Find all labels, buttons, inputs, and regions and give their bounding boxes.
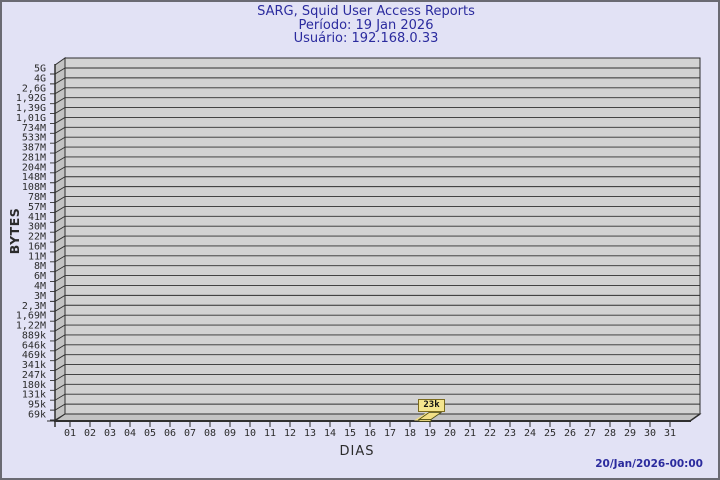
y-tick-label: 469k	[22, 350, 46, 361]
value-callout: 23k	[418, 399, 445, 412]
x-tick-label: 23	[504, 428, 516, 439]
y-tick-label: 22M	[28, 232, 46, 243]
y-axis-title: BYTES	[7, 207, 22, 255]
y-tick-label: 8M	[34, 261, 46, 272]
y-tick-label: 5G	[34, 64, 46, 75]
y-tick-label: 247k	[22, 370, 46, 381]
y-tick-label: 734M	[22, 123, 46, 134]
y-tick-label: 2,6G	[22, 83, 46, 94]
y-tick-label: 646k	[22, 340, 46, 351]
x-tick-label: 18	[404, 428, 416, 439]
x-tick-label: 31	[664, 428, 676, 439]
y-tick-label: 6M	[34, 271, 46, 282]
y-tick-label: 341k	[22, 360, 46, 371]
floor	[53, 413, 702, 422]
x-tick-label: 08	[204, 428, 216, 439]
report-period: Período: 19 Jan 2026	[298, 17, 434, 33]
x-tick-label: 06	[164, 428, 176, 439]
x-tick-label: 01	[64, 428, 76, 439]
data-bar-front	[418, 419, 432, 422]
x-tick-label: 22	[484, 428, 496, 439]
y-tick-label: 11M	[28, 251, 46, 262]
y-tick-label: 1,22M	[16, 321, 46, 332]
x-tick-label: 11	[264, 428, 276, 439]
report-header: SARG, Squid User Access Reports Período:…	[6, 5, 720, 46]
x-tick-label: 29	[624, 428, 636, 439]
x-tick-label: 12	[284, 428, 296, 439]
y-tick-label: 108M	[22, 182, 46, 193]
x-tick-label: 05	[144, 428, 156, 439]
x-tick-label: 16	[364, 428, 376, 439]
x-tick-label: 15	[344, 428, 356, 439]
x-axis-title: DIAS	[339, 444, 375, 459]
report-title: SARG, Squid User Access Reports	[257, 4, 475, 19]
floor-edge	[689, 413, 701, 422]
y-tick-label: 1,01G	[16, 113, 46, 124]
y-tick-label: 95k	[28, 400, 46, 411]
y-tick-label: 387M	[22, 143, 46, 154]
x-tick-label: 21	[464, 428, 476, 439]
y-tick-label: 180k	[22, 380, 46, 391]
x-tick-label: 17	[384, 428, 396, 439]
report-user: Usuário: 192.168.0.33	[293, 31, 439, 46]
y-tick-label: 1,69M	[16, 311, 46, 322]
y-tick-label: 148M	[22, 172, 46, 183]
y-tick-label: 30M	[28, 222, 46, 233]
x-tick-label: 07	[184, 428, 196, 439]
x-tick-label: 04	[124, 428, 136, 439]
x-tick-label: 14	[324, 428, 336, 439]
y-tick-label: 533M	[22, 133, 46, 144]
y-tick-label: 2,3M	[22, 301, 46, 312]
y-tick-label: 16M	[28, 241, 46, 252]
x-tick-label: 25	[544, 428, 556, 439]
y-tick-label: 41M	[28, 212, 46, 223]
x-tick-label: 03	[104, 428, 116, 439]
x-tick-label: 10	[244, 428, 256, 439]
x-tick-label: 30	[644, 428, 656, 439]
y-tick-label: 1,39G	[16, 103, 46, 114]
x-tick-label: 02	[84, 428, 96, 439]
x-tick-label: 13	[304, 428, 316, 439]
y-tick-label: 69k	[28, 410, 46, 421]
x-tick-label: 27	[584, 428, 596, 439]
x-tick-label: 19	[424, 428, 436, 439]
generation-timestamp: 20/Jan/2026-00:00	[595, 458, 703, 470]
x-tick-label: 26	[564, 428, 576, 439]
y-tick-label: 889k	[22, 330, 46, 341]
y-tick-label: 4M	[34, 281, 46, 292]
y-tick-label: 281M	[22, 152, 46, 163]
y-tick-label: 204M	[22, 162, 46, 173]
y-tick-label: 1,92G	[16, 93, 46, 104]
y-tick-label: 57M	[28, 202, 46, 213]
y-tick-label: 3M	[34, 291, 46, 302]
y-tick-label: 4G	[34, 73, 46, 84]
x-tick-label: 09	[224, 428, 236, 439]
x-tick-label: 20	[444, 428, 456, 439]
x-tick-label: 24	[524, 428, 536, 439]
x-tick-label: 28	[604, 428, 616, 439]
y-tick-label: 78M	[28, 192, 46, 203]
y-tick-label: 131k	[22, 390, 46, 401]
